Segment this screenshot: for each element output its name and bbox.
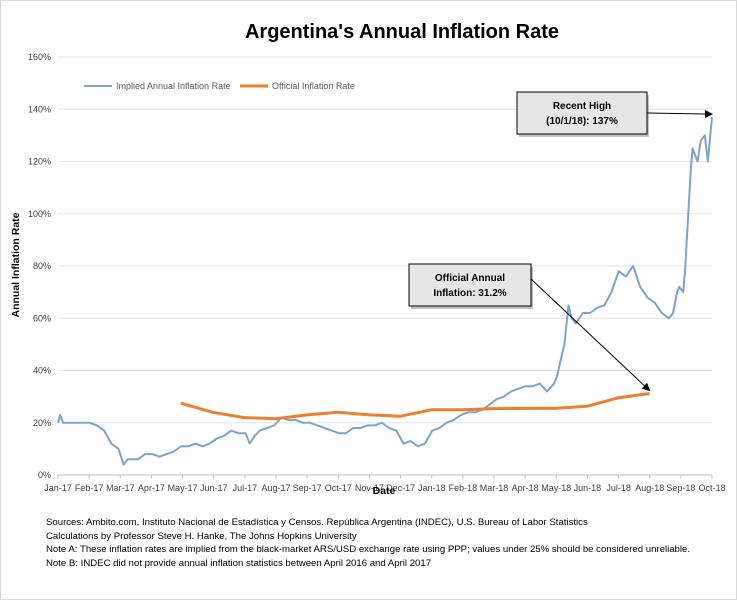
legend: Implied Annual Inflation Rate Official In… bbox=[84, 81, 355, 91]
x-tick-label: Mar-18 bbox=[480, 483, 509, 493]
series-line bbox=[180, 392, 650, 421]
x-axis-title: Date bbox=[373, 485, 396, 497]
legend-label: Official Inflation Rate bbox=[272, 81, 355, 91]
callout-text: Official Annual bbox=[435, 273, 505, 284]
y-tick-label: 40% bbox=[33, 366, 51, 376]
x-tick-label: Feb-17 bbox=[75, 483, 104, 493]
x-tick-label: Sep-17 bbox=[293, 483, 322, 493]
note-b: Note B: INDEC did not provide annual inf… bbox=[46, 557, 432, 569]
y-axis-ticks: 0% 20% 40% 60% 80% 100% 120% 140% 160% bbox=[28, 52, 51, 480]
gridlines bbox=[58, 56, 712, 476]
x-tick-label: Jun-18 bbox=[574, 483, 602, 493]
callout-box bbox=[516, 91, 648, 135]
callout-arrow bbox=[530, 278, 651, 392]
note-a: Note A: These inflation rates are implie… bbox=[46, 544, 691, 555]
x-tick-label: Jan-17 bbox=[44, 483, 72, 493]
x-tick-label: May-18 bbox=[541, 483, 571, 493]
x-tick-label: Oct-17 bbox=[325, 483, 352, 493]
x-tick-label: Jun-17 bbox=[200, 483, 228, 493]
series-line bbox=[57, 117, 713, 466]
x-tick-label: Dec-17 bbox=[386, 483, 415, 493]
chart-title: Argentina's Annual Inflation Rate bbox=[245, 21, 559, 43]
callout-box bbox=[408, 263, 532, 307]
note-sources: Sources: Ambito.com, Instituto Nacional … bbox=[46, 517, 588, 528]
callout-arrow bbox=[646, 109, 713, 118]
x-tick-label: Feb-18 bbox=[449, 483, 478, 493]
x-tick-label: May-17 bbox=[168, 483, 198, 493]
y-tick-label: 80% bbox=[33, 261, 51, 271]
source-notes: Sources: Ambito.com, Instituto Nacional … bbox=[46, 516, 716, 570]
x-tick-label: Jul-18 bbox=[606, 483, 631, 493]
y-tick-label: 20% bbox=[33, 418, 51, 428]
x-tick-label: Oct-18 bbox=[698, 483, 725, 493]
callout-text: Recent High bbox=[553, 101, 611, 112]
x-tick-label: Sep-18 bbox=[666, 483, 695, 493]
y-tick-label: 0% bbox=[38, 470, 51, 480]
x-axis-ticks: Jan-17 Feb-17 Mar-17 Apr-17 May-17 Jun-17 Jul-… bbox=[44, 475, 726, 493]
x-tick-label: Jul-17 bbox=[233, 483, 258, 493]
x-tick-label: Aug-17 bbox=[261, 483, 290, 493]
x-tick-label: Nov-17 bbox=[355, 483, 384, 493]
callout-text: Inflation: 31.2% bbox=[433, 288, 506, 299]
x-tick-label: Apr-18 bbox=[512, 483, 539, 493]
y-tick-label: 60% bbox=[33, 313, 51, 323]
y-tick-label: 160% bbox=[28, 52, 51, 62]
y-tick-label: 140% bbox=[28, 104, 51, 114]
x-tick-label: Jan-18 bbox=[418, 483, 446, 493]
callouts: Recent High (10/1/18): 137% Official Annua… bbox=[408, 91, 713, 392]
series-lines bbox=[57, 117, 713, 466]
y-tick-label: 100% bbox=[28, 209, 51, 219]
x-tick-label: Apr-17 bbox=[138, 483, 165, 493]
legend-label: Implied Annual Inflation Rate bbox=[116, 81, 231, 91]
y-axis-title: Annual Inflation Rate bbox=[10, 212, 22, 317]
callout-text: (10/1/18): 137% bbox=[546, 116, 618, 127]
note-calculations: Calculations by Professor Steve H. Hanke… bbox=[46, 530, 357, 542]
y-tick-label: 120% bbox=[28, 157, 51, 167]
x-tick-label: Aug-18 bbox=[635, 483, 664, 493]
chart: Argentina's Annual Inflation Rate 0% 20% 4… bbox=[10, 21, 726, 497]
x-tick-label: Mar-17 bbox=[106, 483, 135, 493]
